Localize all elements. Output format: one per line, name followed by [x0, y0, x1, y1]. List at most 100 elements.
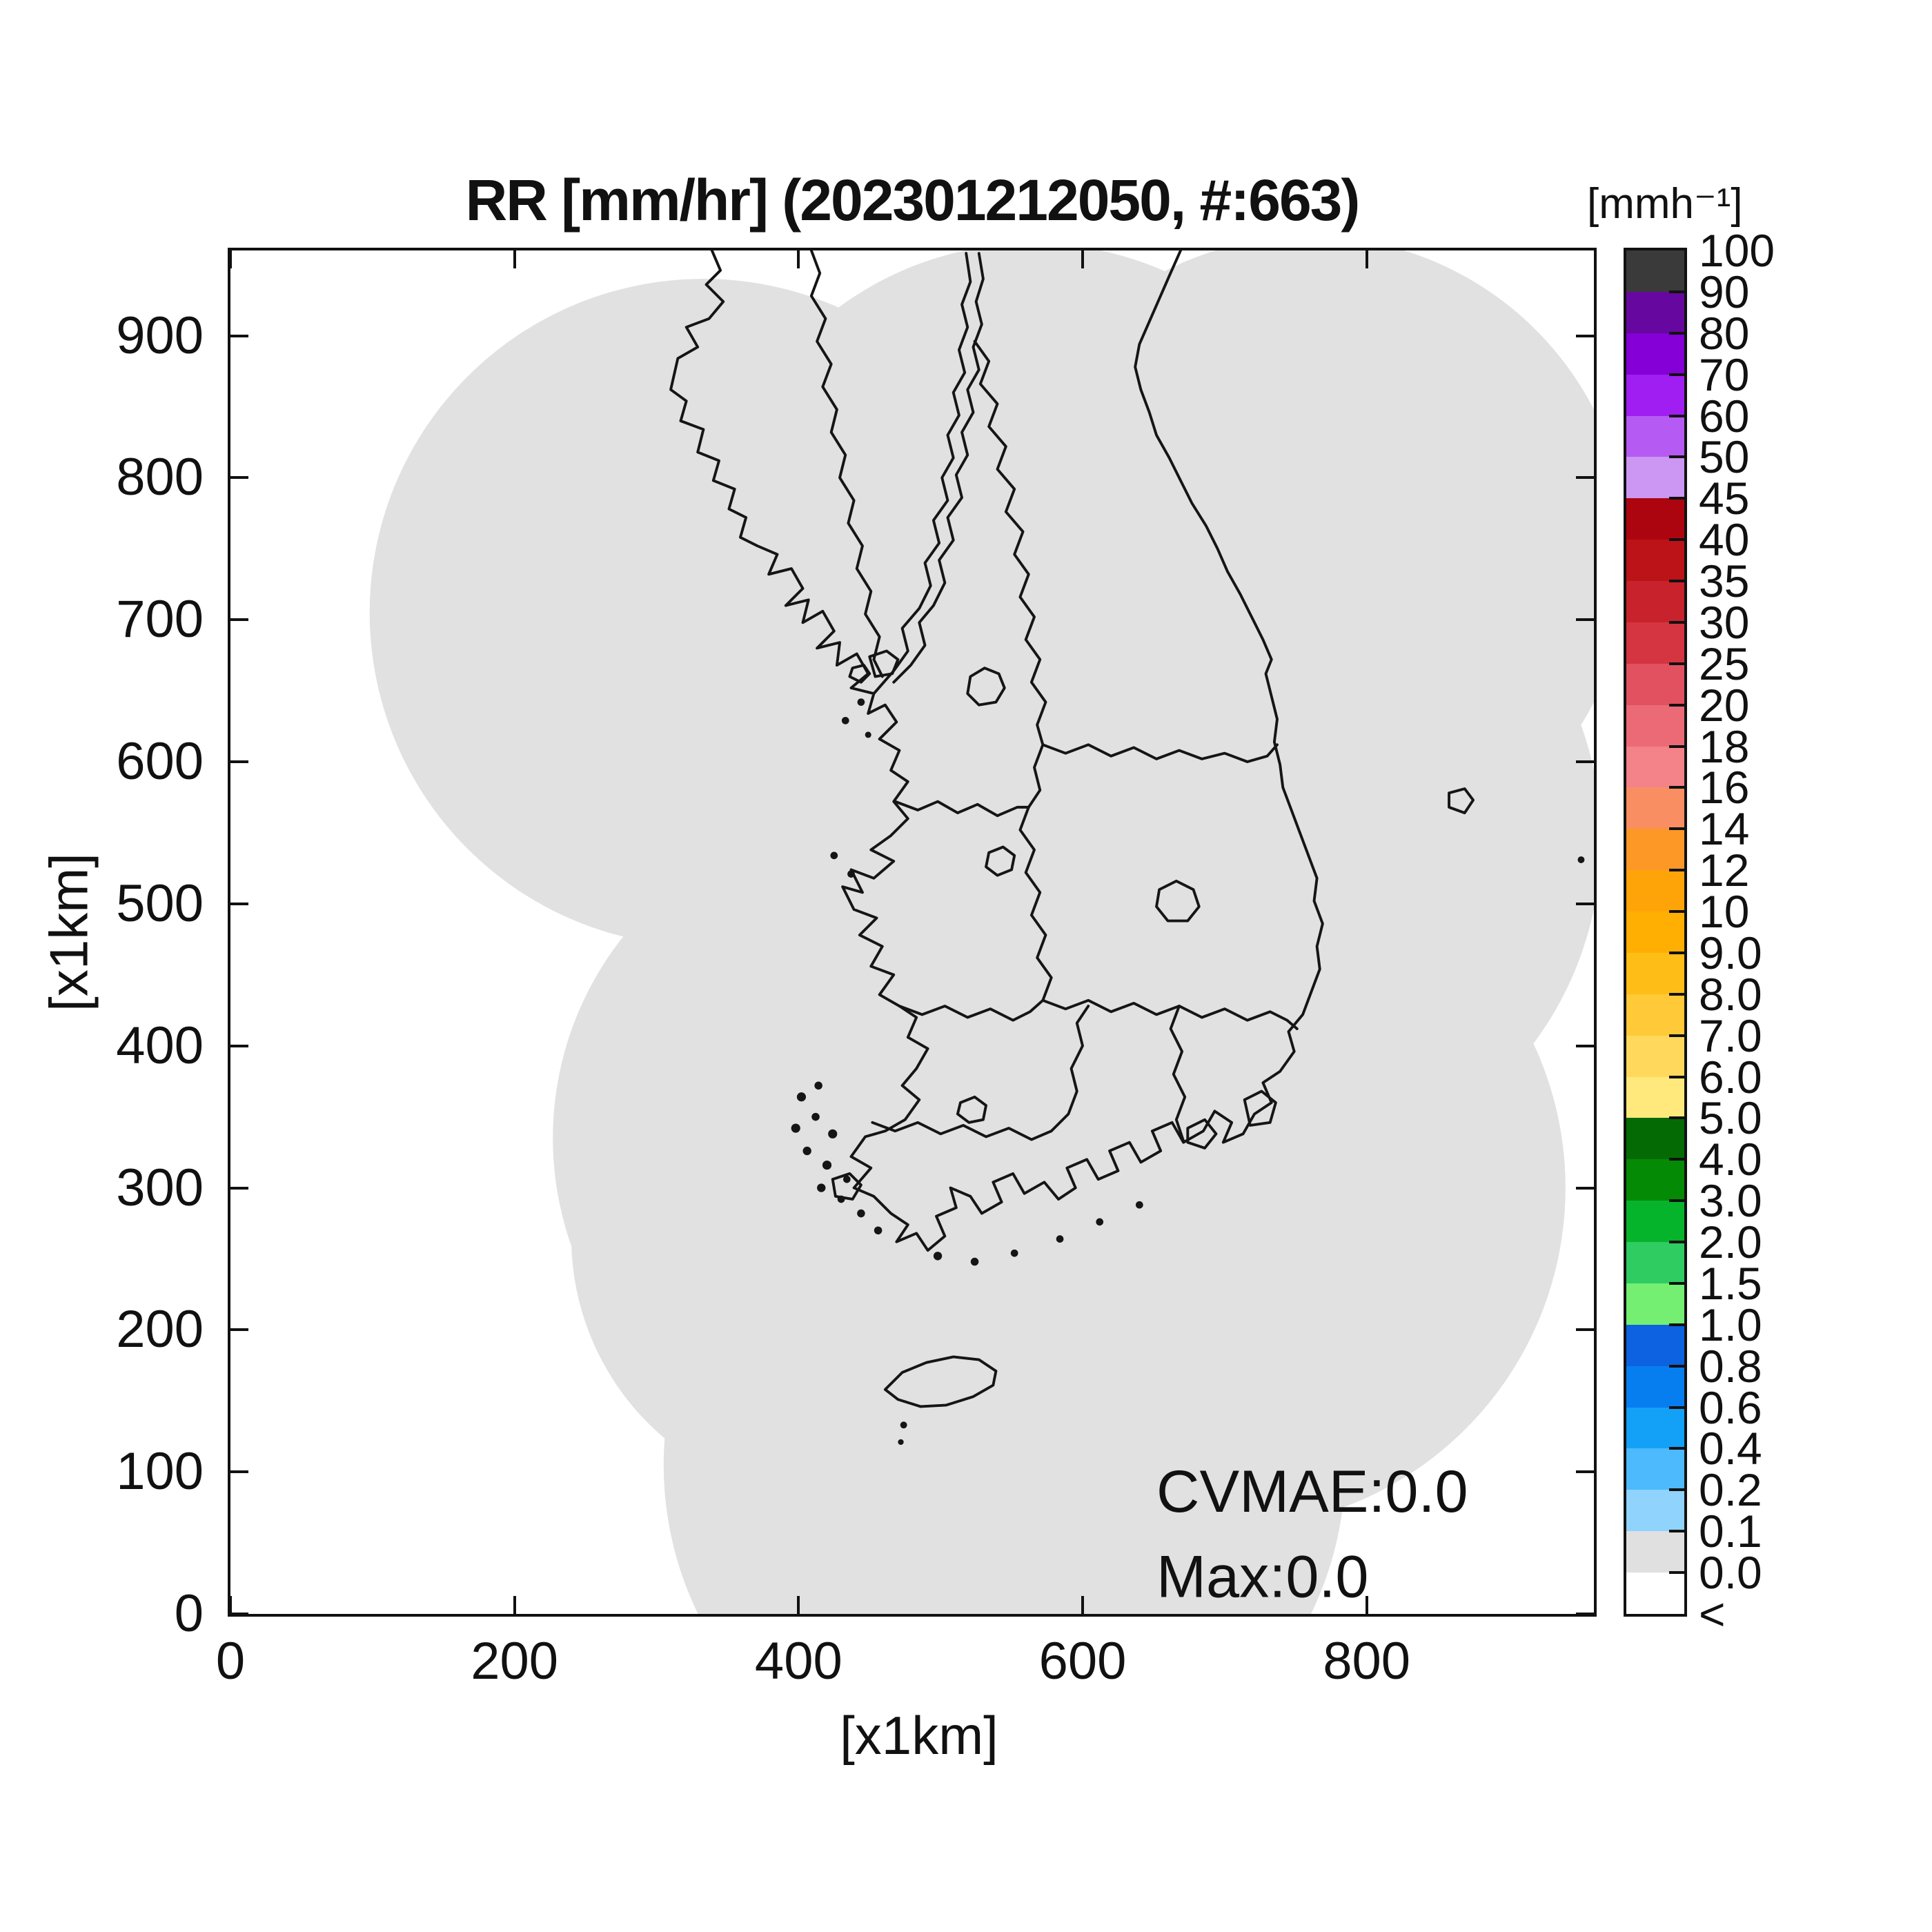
colorbar-tick-label: 14 [1699, 803, 1750, 855]
x-tick-mark-top [1081, 250, 1084, 268]
colorbar-segment [1626, 1118, 1684, 1160]
colorbar-tick-label: 10 [1699, 886, 1750, 938]
namhae-island [1186, 1118, 1218, 1150]
colorbar-tick-label: 2.0 [1699, 1216, 1762, 1268]
colorbar-segment [1626, 457, 1684, 499]
seoul-boundary-loop [966, 667, 1006, 707]
colorbar-segment [1626, 994, 1684, 1036]
colorbar-segment [1626, 663, 1684, 705]
colorbar-tick-label: 25 [1699, 638, 1750, 689]
colorbar-boundary-tick [1669, 580, 1684, 583]
radar-coverage-region [369, 250, 1594, 1614]
y-tick-mark [230, 902, 248, 905]
x-tick-label: 600 [1038, 1632, 1127, 1690]
colorbar-segment [1626, 498, 1684, 540]
border-chungbuk-west [1018, 805, 1053, 1002]
border-gyeongbuk-south [1178, 1005, 1299, 1030]
colorbar-segment [1626, 911, 1684, 953]
colorbar-boundary-tick [1669, 1364, 1684, 1368]
geoje-island [1243, 1090, 1277, 1127]
colorbar-boundary-tick [1669, 290, 1684, 293]
y-tick-label: 200 [116, 1300, 204, 1359]
colorbar-boundary-tick [1669, 1075, 1684, 1078]
colorbar-tick-label: 35 [1699, 555, 1750, 607]
gwangju-boundary-loop [956, 1095, 987, 1124]
colorbar-tick-label: 100 [1699, 225, 1775, 276]
colorbar-tick-label: 0.6 [1699, 1381, 1762, 1433]
x-tick-mark [797, 1596, 800, 1614]
y-tick-mark [230, 1044, 248, 1047]
y-tick-mark [230, 1470, 248, 1474]
colorbar-tick-label: 50 [1699, 431, 1750, 483]
colorbar-segment [1626, 1324, 1684, 1366]
colorbar-boundary-tick [1669, 538, 1684, 542]
colorbar-boundary-tick [1669, 1241, 1684, 1244]
colorbar-segment [1626, 1283, 1684, 1325]
colorbar-segment [1626, 540, 1684, 581]
page-title: RR [mm/hr] (202301212050, #:663) [465, 168, 1361, 233]
colorbar-tick-label: 45 [1699, 473, 1750, 524]
colorbar-boundary-tick [1669, 1158, 1684, 1161]
x-tick-mark [1365, 1596, 1368, 1614]
x-tick-mark-top [1365, 250, 1368, 268]
colorbar-tick-label: < [1699, 1588, 1726, 1639]
x-tick-label: 400 [754, 1632, 842, 1690]
dmz-line-south [872, 252, 972, 696]
colorbar-tick-label: 7.0 [1699, 1009, 1762, 1061]
colorbar-boundary-tick [1669, 745, 1684, 748]
y-tick-mark-right [1576, 902, 1594, 905]
colorbar-boundary-tick [1669, 1571, 1684, 1575]
colorbar-tick-label: 90 [1699, 266, 1750, 317]
y-tick-label: 400 [116, 1016, 204, 1075]
colorbar-boundary-tick [1669, 497, 1684, 500]
korea-coastline [669, 250, 1324, 1252]
plot-area: CVMAE:0.0 Max:0.0 [228, 248, 1597, 1617]
colorbar-tick-label: 70 [1699, 348, 1750, 400]
gyodong-island [848, 664, 871, 684]
y-tick-label: 800 [116, 448, 204, 507]
colorbar-boundary-tick [1669, 910, 1684, 914]
colorbar-tick-labels: 100 90 80 70 60 50 45 40 35 30 25 20 18 16 14 12 10 9.0 8.… [1699, 228, 1871, 1637]
colorbar-segment [1626, 1076, 1684, 1118]
y-tick-mark [230, 1613, 248, 1615]
y-tick-label: 700 [116, 590, 204, 649]
colorbar-boundary-tick [1669, 1530, 1684, 1533]
colorbar-segment [1626, 333, 1684, 375]
colorbar-tick-label: 1.5 [1699, 1257, 1762, 1309]
colorbar-segment [1626, 1159, 1684, 1201]
colorbar-tick-label: 16 [1699, 762, 1750, 814]
y-tick-mark-right [1576, 1328, 1594, 1332]
x-tick-label: 0 [215, 1632, 246, 1690]
colorbar-tick-label: 0.8 [1699, 1340, 1762, 1392]
y-tick-mark-right [1576, 1470, 1594, 1474]
x-axis-title: [x1km] [840, 1705, 998, 1766]
colorbar-tick-label: 60 [1699, 390, 1750, 442]
jindo-island [831, 1172, 862, 1201]
colorbar-tick-label: 18 [1699, 720, 1750, 772]
daegu-boundary-loop [1155, 879, 1201, 923]
y-tick-mark [230, 334, 248, 337]
jeju-island [883, 1355, 998, 1408]
nk-province-border [809, 250, 884, 678]
y-tick-mark [230, 618, 248, 622]
colorbar-boundary-tick [1669, 1281, 1684, 1285]
y-tick-label: 0 [174, 1584, 204, 1643]
max-annotation: Max:0.0 [1156, 1544, 1368, 1610]
y-tick-label: 900 [116, 306, 204, 365]
colorbar-boundary-tick [1669, 827, 1684, 831]
colorbar-segment [1626, 829, 1684, 871]
colorbar-segment [1626, 746, 1684, 788]
colorbar-tick-label: 0.0 [1699, 1547, 1762, 1599]
colorbar-segment [1626, 704, 1684, 747]
colorbar-boundary-tick [1669, 1406, 1684, 1409]
y-tick-label: 500 [116, 874, 204, 933]
y-tick-mark [230, 476, 248, 480]
y-tick-label: 100 [116, 1442, 204, 1501]
colorbar-boundary-tick [1669, 951, 1684, 954]
colorbar-segments [1626, 250, 1684, 1614]
colorbar-tick-label: 40 [1699, 514, 1750, 566]
y-tick-mark-right [1576, 476, 1594, 480]
colorbar-tick-label: 80 [1699, 307, 1750, 359]
colorbar-boundary-tick [1669, 1488, 1684, 1492]
